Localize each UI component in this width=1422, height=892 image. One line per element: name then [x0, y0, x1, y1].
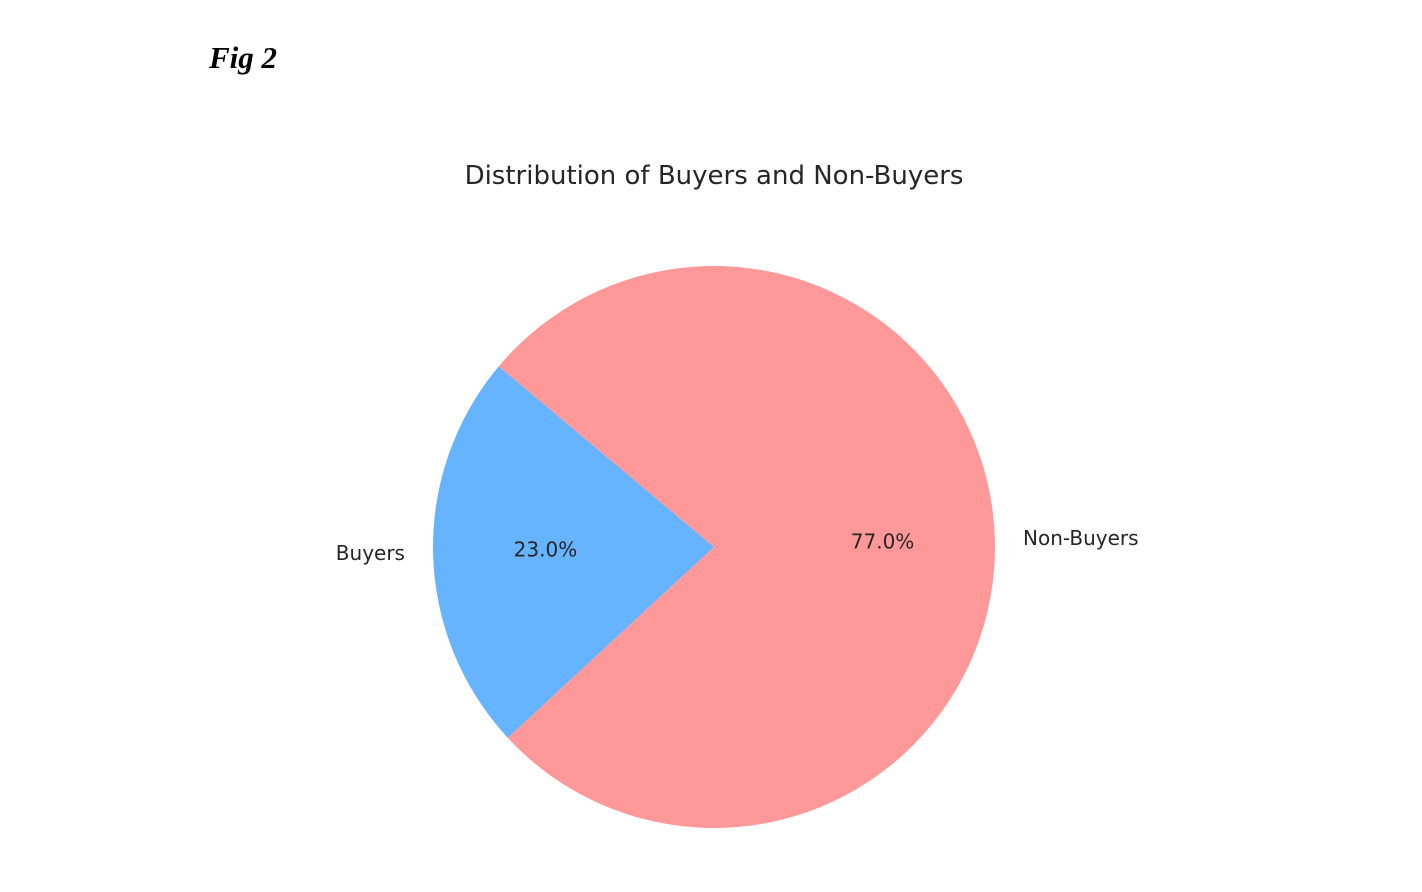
chart-title: Distribution of Buyers and Non-Buyers	[465, 161, 964, 191]
percent-label: 77.0%	[851, 529, 915, 553]
category-label: Non-Buyers	[1023, 526, 1139, 550]
percent-label: 23.0%	[514, 538, 578, 562]
figure-label: Fig 2	[209, 40, 278, 75]
category-label: Buyers	[336, 541, 405, 565]
pie-slices	[433, 266, 995, 829]
pie-slice-non-buyers	[498, 266, 995, 829]
pie-labels: 23.0% Buyers 77.0% Non-Buyers	[336, 526, 1139, 565]
pie-slice-buyers	[433, 366, 714, 738]
